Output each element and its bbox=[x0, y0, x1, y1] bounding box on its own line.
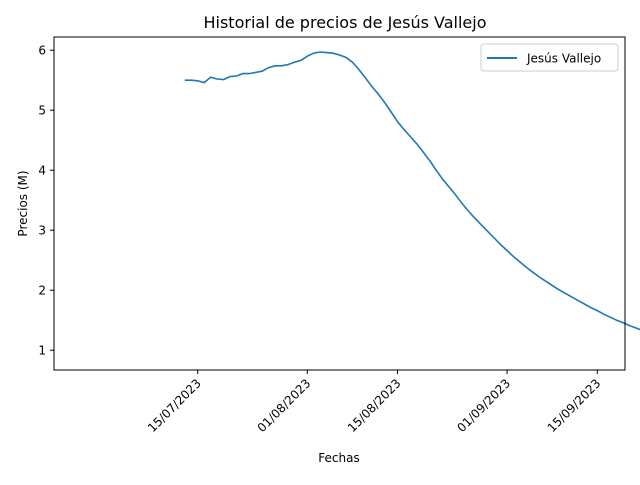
legend-label-jesus-vallejo: Jesús Vallejo bbox=[526, 52, 601, 66]
legend: Jesús Vallejo bbox=[480, 43, 619, 72]
y-axis-label: Precios (M) bbox=[16, 170, 30, 236]
plot-area bbox=[54, 37, 625, 370]
series-line-jesus-vallejo bbox=[184, 51, 640, 331]
y-tick-label: 1 bbox=[38, 344, 46, 358]
legend-box bbox=[480, 43, 619, 72]
series-layer bbox=[184, 51, 640, 331]
y-tick-label: 4 bbox=[38, 164, 46, 178]
chart-title: Historial de precios de Jesús Vallejo bbox=[203, 13, 486, 32]
y-tick-label: 3 bbox=[38, 224, 46, 238]
plot-frame bbox=[53, 36, 626, 371]
x-axis-label: Fechas bbox=[318, 451, 359, 465]
y-tick-label: 2 bbox=[38, 284, 46, 298]
y-axis: 1 2 3 4 5 6 bbox=[38, 44, 54, 358]
axes-layer bbox=[53, 36, 626, 371]
plot-background bbox=[54, 37, 625, 370]
y-tick-label: 5 bbox=[38, 104, 46, 118]
y-tick-label: 6 bbox=[38, 44, 46, 58]
